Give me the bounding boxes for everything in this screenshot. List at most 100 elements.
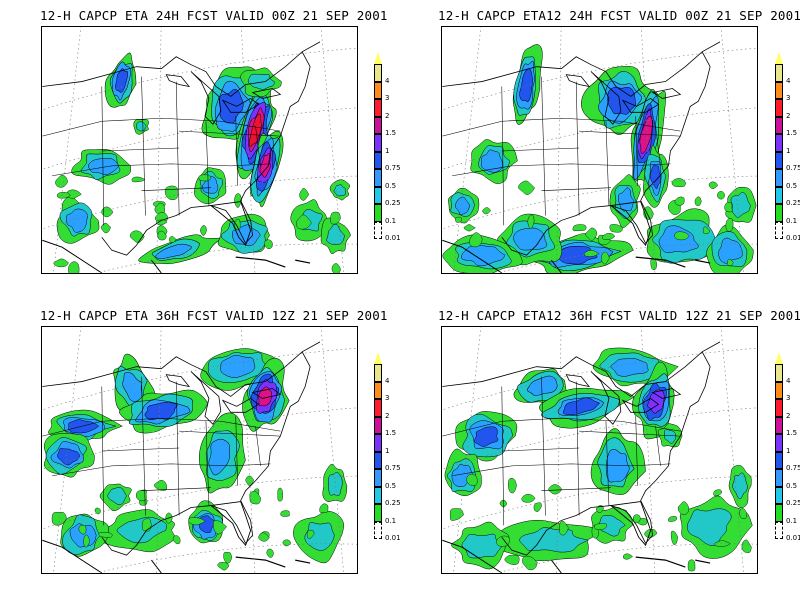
colorbar-segment xyxy=(374,416,382,434)
colorbar-segment xyxy=(374,469,382,487)
colorbar-segment xyxy=(775,151,783,169)
colorbar-label: 2 xyxy=(786,411,791,420)
colorbar-label: 0.01 xyxy=(786,234,800,242)
colorbar-segment xyxy=(775,204,783,222)
colorbar-bottom-right: 4 3 2 1.5 1 0.75 0.5 0.25 0.1 0.01 xyxy=(775,352,800,548)
colorbar-label: 0.5 xyxy=(385,481,397,490)
colorbar-segment xyxy=(775,434,783,452)
geography xyxy=(442,41,721,273)
precip-map-bottom-left xyxy=(42,327,357,573)
colorbar-segment xyxy=(374,486,382,504)
geography xyxy=(42,41,321,273)
colorbar-label: 2 xyxy=(385,111,390,120)
colorbar-segment xyxy=(775,399,783,417)
colorbar-segment xyxy=(374,151,382,169)
panel-title-top-right: 12-H CAPCP ETA12 24H FCST VALID 00Z 21 S… xyxy=(438,8,800,23)
precip-map-bottom-right xyxy=(442,327,757,573)
colorbar-segment xyxy=(775,486,783,504)
colorbar-label: 0.01 xyxy=(385,534,401,542)
precip-map-top-right xyxy=(442,27,757,273)
colorbar-segment xyxy=(374,64,382,82)
colorbar-label: 2 xyxy=(786,111,791,120)
colorbar-segment xyxy=(775,451,783,469)
colorbar-label: 1 xyxy=(786,446,791,455)
colorbar-label: 0.1 xyxy=(786,516,798,525)
colorbar-label: 3 xyxy=(385,394,390,402)
panel-title-bottom-left: 12-H CAPCP ETA 36H FCST VALID 12Z 21 SEP… xyxy=(40,308,388,323)
colorbar-top-arrow xyxy=(374,352,382,364)
colorbar-segment xyxy=(775,169,783,187)
colorbar-label: 1 xyxy=(385,146,390,155)
colorbar-label: 0.5 xyxy=(786,181,798,190)
colorbar-top-right: 4 3 2 1.5 1 0.75 0.5 0.25 0.1 0.01 xyxy=(775,52,800,248)
colorbar-label: 0.75 xyxy=(786,464,800,472)
colorbar-segment xyxy=(374,451,382,469)
colorbar-segment xyxy=(775,521,783,539)
precipitation-contours xyxy=(43,348,348,571)
colorbar-segment xyxy=(775,134,783,152)
colorbar-segment xyxy=(374,99,382,117)
map-panel-top-right xyxy=(441,26,758,274)
colorbar-label: 4 xyxy=(385,376,390,385)
colorbar-label: 0.1 xyxy=(786,216,798,225)
colorbar-label: 0.5 xyxy=(786,481,798,490)
map-panel-bottom-right xyxy=(441,326,758,574)
map-panel-bottom-left xyxy=(41,326,358,574)
colorbar-label: 0.25 xyxy=(385,199,401,207)
colorbar-segment xyxy=(775,381,783,399)
colorbar-segment xyxy=(775,99,783,117)
panel-title-bottom-right: 12-H CAPCP ETA12 36H FCST VALID 12Z 21 S… xyxy=(438,308,800,323)
colorbar-label: 1.5 xyxy=(786,129,798,137)
colorbar-label: 0.75 xyxy=(786,164,800,172)
colorbar-segment xyxy=(374,134,382,152)
colorbar-label: 3 xyxy=(385,94,390,102)
geography xyxy=(442,341,721,573)
colorbar-label: 0.5 xyxy=(385,181,397,190)
precipitation-contours xyxy=(442,44,757,273)
colorbar-label: 0.25 xyxy=(786,199,800,207)
colorbar-segment xyxy=(374,381,382,399)
colorbar-label: 0.01 xyxy=(385,234,401,242)
colorbar-label: 3 xyxy=(786,394,791,402)
colorbar-label: 1.5 xyxy=(385,429,397,437)
colorbar-label: 1.5 xyxy=(385,129,397,137)
colorbar-segment xyxy=(775,364,783,382)
colorbar-bottom-left: 4 3 2 1.5 1 0.75 0.5 0.25 0.1 0.01 xyxy=(374,352,418,548)
colorbar-label: 4 xyxy=(786,76,791,85)
colorbar-label: 0.75 xyxy=(385,464,401,472)
colorbar-segment xyxy=(374,116,382,134)
colorbar-label: 0.1 xyxy=(385,216,397,225)
colorbar-segment xyxy=(775,81,783,99)
colorbar-segment xyxy=(374,204,382,222)
colorbar-segment xyxy=(775,416,783,434)
colorbar-label: 1 xyxy=(786,146,791,155)
colorbar-segment xyxy=(775,64,783,82)
colorbar-top-arrow xyxy=(775,352,783,364)
colorbar-segment xyxy=(775,469,783,487)
colorbar-label: 0.25 xyxy=(786,499,800,507)
colorbar-top-arrow xyxy=(374,52,382,64)
geography xyxy=(42,341,321,573)
colorbar-label: 0.1 xyxy=(385,516,397,525)
colorbar-segment xyxy=(374,186,382,204)
colorbar-label: 3 xyxy=(786,94,791,102)
colorbar-label: 0.75 xyxy=(385,164,401,172)
colorbar-segment xyxy=(374,81,382,99)
colorbar-label: 0.01 xyxy=(786,534,800,542)
colorbar-label: 4 xyxy=(385,76,390,85)
precip-map-top-left xyxy=(42,27,357,273)
colorbar-label: 2 xyxy=(385,411,390,420)
panel-title-top-left: 12-H CAPCP ETA 24H FCST VALID 00Z 21 SEP… xyxy=(40,8,388,23)
colorbar-segment xyxy=(775,504,783,522)
colorbar-segment xyxy=(374,221,382,239)
colorbar-label: 4 xyxy=(786,376,791,385)
colorbar-segment xyxy=(374,521,382,539)
colorbar-segment xyxy=(775,221,783,239)
colorbar-label: 1.5 xyxy=(786,429,798,437)
colorbar-label: 0.25 xyxy=(385,499,401,507)
colorbar-label: 1 xyxy=(385,446,390,455)
colorbar-segment xyxy=(374,169,382,187)
colorbar-segment xyxy=(775,186,783,204)
colorbar-segment xyxy=(775,116,783,134)
colorbar-segment xyxy=(374,504,382,522)
